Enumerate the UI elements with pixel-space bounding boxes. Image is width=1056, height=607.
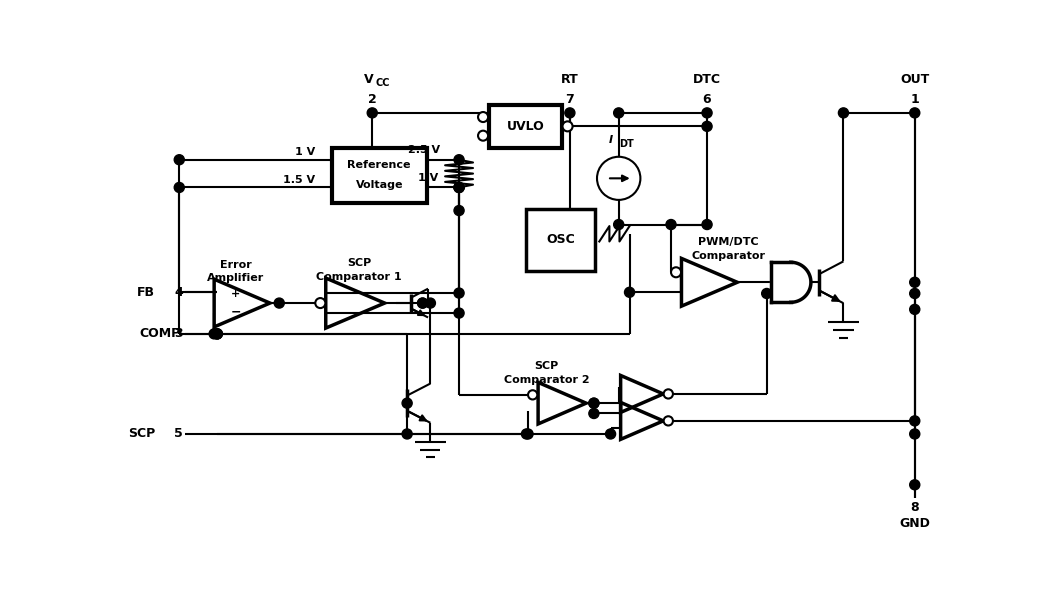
Circle shape xyxy=(402,398,412,408)
Circle shape xyxy=(454,155,464,164)
Circle shape xyxy=(209,329,220,339)
Circle shape xyxy=(522,429,531,439)
Text: OSC: OSC xyxy=(546,234,574,246)
Text: SCP: SCP xyxy=(128,427,155,441)
Text: V: V xyxy=(364,73,374,86)
Text: GND: GND xyxy=(900,517,930,530)
Circle shape xyxy=(174,183,185,192)
Circle shape xyxy=(702,108,712,118)
Circle shape xyxy=(666,220,676,229)
Circle shape xyxy=(523,429,533,439)
Text: Voltage: Voltage xyxy=(356,180,403,190)
Text: COMP: COMP xyxy=(139,327,181,341)
Circle shape xyxy=(589,398,599,408)
Text: Error: Error xyxy=(220,260,251,270)
Bar xyxy=(332,148,427,203)
Text: Comparator 1: Comparator 1 xyxy=(316,272,402,282)
Text: 2: 2 xyxy=(367,93,377,106)
Circle shape xyxy=(478,112,488,122)
Circle shape xyxy=(454,183,464,192)
Circle shape xyxy=(402,429,412,439)
Circle shape xyxy=(909,288,920,299)
Circle shape xyxy=(614,108,624,118)
Circle shape xyxy=(565,108,574,118)
Text: I: I xyxy=(609,135,614,145)
Circle shape xyxy=(426,298,435,308)
Circle shape xyxy=(454,288,464,298)
Circle shape xyxy=(367,108,377,118)
Circle shape xyxy=(454,308,464,318)
Text: 1 V: 1 V xyxy=(295,147,315,157)
Circle shape xyxy=(597,157,640,200)
Circle shape xyxy=(212,329,222,339)
Circle shape xyxy=(417,298,428,308)
Circle shape xyxy=(614,220,624,229)
Circle shape xyxy=(589,398,599,408)
Circle shape xyxy=(624,287,635,297)
Text: SCP: SCP xyxy=(347,258,372,268)
Text: 1 V: 1 V xyxy=(418,173,438,183)
Text: OUT: OUT xyxy=(900,73,929,86)
Circle shape xyxy=(605,429,616,439)
Circle shape xyxy=(275,298,284,308)
Circle shape xyxy=(909,429,920,439)
Circle shape xyxy=(454,183,464,192)
Circle shape xyxy=(909,416,920,426)
Bar xyxy=(489,105,562,148)
Text: FB: FB xyxy=(137,286,155,299)
Text: 7: 7 xyxy=(566,93,574,106)
Circle shape xyxy=(909,480,920,490)
Circle shape xyxy=(454,206,464,215)
Circle shape xyxy=(528,390,538,399)
Circle shape xyxy=(702,121,712,131)
Circle shape xyxy=(663,416,673,426)
Text: 4: 4 xyxy=(174,286,183,299)
Text: Reference: Reference xyxy=(347,160,411,170)
Circle shape xyxy=(761,288,772,299)
Text: RT: RT xyxy=(561,73,579,86)
Text: DTC: DTC xyxy=(693,73,721,86)
Circle shape xyxy=(909,277,920,287)
Text: 1.5 V: 1.5 V xyxy=(283,175,315,185)
Circle shape xyxy=(671,267,681,277)
Circle shape xyxy=(909,108,920,118)
Text: +: + xyxy=(231,289,241,299)
Circle shape xyxy=(838,108,848,118)
Text: SCP: SCP xyxy=(534,361,559,371)
Circle shape xyxy=(478,131,488,141)
Circle shape xyxy=(563,121,572,131)
Circle shape xyxy=(212,329,222,339)
Circle shape xyxy=(702,220,712,229)
Text: 6: 6 xyxy=(702,93,712,106)
Text: Comparator 2: Comparator 2 xyxy=(504,375,589,385)
Circle shape xyxy=(212,329,222,339)
Circle shape xyxy=(454,183,464,192)
Circle shape xyxy=(589,409,599,418)
Circle shape xyxy=(316,298,325,308)
Polygon shape xyxy=(771,262,811,302)
Circle shape xyxy=(174,155,185,164)
Text: 1: 1 xyxy=(910,93,919,106)
Text: 8: 8 xyxy=(910,501,919,514)
Text: 5: 5 xyxy=(174,427,183,441)
Text: CC: CC xyxy=(375,78,390,88)
Circle shape xyxy=(663,389,673,399)
Text: DT: DT xyxy=(619,140,634,149)
Circle shape xyxy=(417,298,428,308)
Text: Amplifier: Amplifier xyxy=(207,273,264,283)
Text: 3: 3 xyxy=(174,327,183,341)
Bar xyxy=(526,209,596,271)
Circle shape xyxy=(909,304,920,314)
Text: −: − xyxy=(230,306,241,319)
Text: PWM/DTC: PWM/DTC xyxy=(698,237,759,247)
Text: 2.5 V: 2.5 V xyxy=(408,146,439,155)
Text: UVLO: UVLO xyxy=(507,120,544,133)
Text: Comparator: Comparator xyxy=(692,251,766,261)
